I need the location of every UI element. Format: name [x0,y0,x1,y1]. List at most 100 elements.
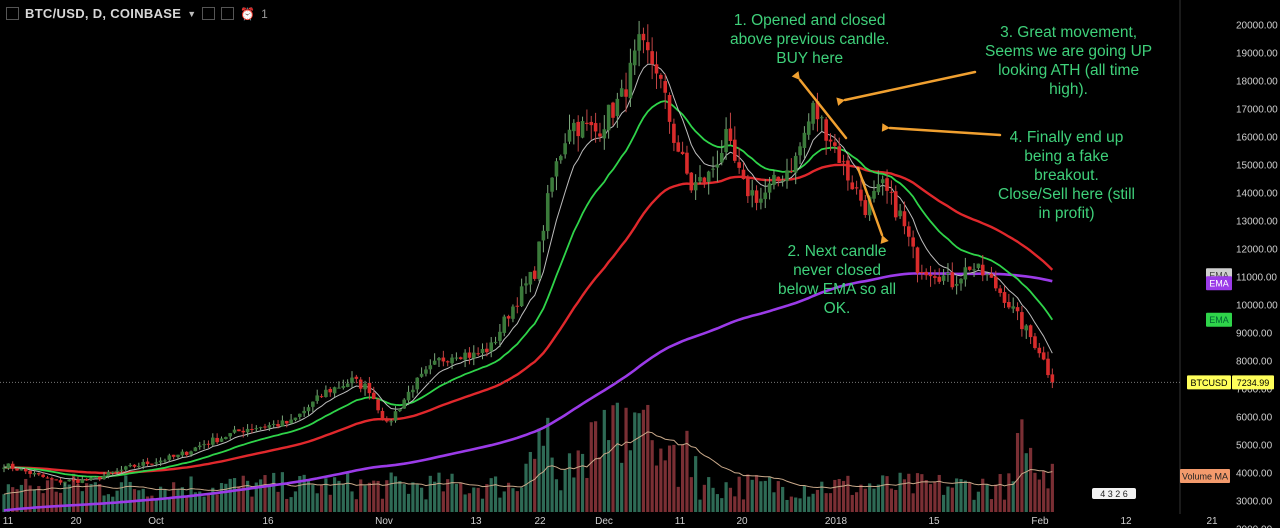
volume-bar [681,444,685,512]
volume-bar [824,493,828,512]
y-tick-label: 18000.00 [1236,77,1278,88]
candle-body [463,352,467,360]
candle-body [885,178,889,191]
volume-bar [250,496,254,512]
y-tick-label: 10000.00 [1236,301,1278,312]
volume-bar [354,499,358,512]
candle-body [380,410,385,420]
volume-bar [493,476,498,512]
candle-body [667,95,672,122]
volume-bar [472,487,476,512]
indicator-icon[interactable] [221,7,235,20]
volume-bar [54,491,58,512]
volume-bar [202,496,206,512]
volume-bar [889,488,893,512]
y-tick-label: 11000.00 [1236,273,1277,284]
candle-body [1037,347,1042,354]
candle-body [698,177,702,182]
symbol-label[interactable]: BTC/USD, D, COINBASE [25,6,182,21]
volume-bar [924,480,928,512]
last-symbol-tag-bg [1187,375,1231,390]
candle-body [941,275,946,281]
x-tick-label: 12 [1120,516,1132,527]
volume-bar [711,487,715,512]
volume-bar [93,482,97,512]
candle-body [1041,352,1046,360]
candle-body [659,74,663,79]
candle-body [711,168,715,170]
candle-body [585,122,589,125]
volume-bar [876,484,880,512]
x-tick-label: 2018 [825,516,848,527]
candle-body [963,267,968,280]
volume-bar [511,488,515,512]
candle-body [432,360,437,365]
candle-body [854,187,859,189]
candle-body [920,271,924,273]
y-tick-label: 4000.00 [1236,469,1273,480]
volume-bar [959,479,963,512]
candle-body [193,447,198,452]
candle-body [759,198,763,203]
volume-bar [537,428,541,512]
candle-body [280,420,285,427]
candle-body [893,191,898,218]
volume-bar [19,484,23,512]
volume-bar [124,475,128,512]
candle-body [76,479,80,483]
volume-bar [306,479,311,512]
candle-body [145,461,150,465]
volume-bar [198,491,202,512]
chevron-down-icon[interactable]: ▼ [187,8,197,19]
volume-bar [450,473,454,512]
volume-bar [563,469,567,512]
candle-body [985,274,989,276]
volume-bar [902,479,907,512]
symbol-header: BTC/USD, D, COINBASE ▼ ⏰ 1 [6,6,268,21]
candle-body [789,170,794,172]
candle-body [254,428,259,430]
volume-bar [50,478,54,512]
candle-body [876,184,881,193]
volume-bar [498,497,502,512]
candle-body [485,348,489,353]
candle-body [93,476,98,478]
candle-body [911,237,915,247]
volume-bar [907,473,911,512]
volume-bar [763,480,767,512]
volume-bar [341,483,345,512]
volume-bar [554,479,559,512]
last-price-tag-bg [1232,375,1274,390]
candle-body [1020,312,1024,330]
volume-bar [820,481,824,512]
volume-counter-bg [1092,488,1136,499]
candle-body [250,429,254,431]
annotation-arrowhead [836,97,845,106]
compare-icon[interactable] [202,7,216,20]
volume-bar [333,477,337,512]
volume-ma-tag-bg [1180,469,1230,483]
volume-bar [424,499,428,512]
volume-bar [1042,470,1046,512]
candle-body [898,210,902,217]
alarm-icon[interactable]: ⏰ [240,6,256,21]
chart-menu-icon[interactable] [6,7,19,20]
volume-bar [633,412,637,512]
volume-bar [1020,419,1024,512]
volume-bar [376,480,380,512]
volume-bar [167,497,171,512]
candle-body [150,463,154,465]
volume-bar [872,488,876,512]
candle-body [180,451,185,456]
volume-bar [193,492,197,512]
candle-body [685,152,689,174]
volume-bar [615,402,619,512]
y-tick-label: 14000.00 [1236,189,1278,200]
volume-bar [911,493,915,512]
annotation-2: 2. Next candle never closed below EMA so… [778,243,897,317]
candle-body [850,182,855,190]
volume-bar [585,477,589,512]
candle-body [472,352,476,359]
volume-bar [950,487,954,512]
